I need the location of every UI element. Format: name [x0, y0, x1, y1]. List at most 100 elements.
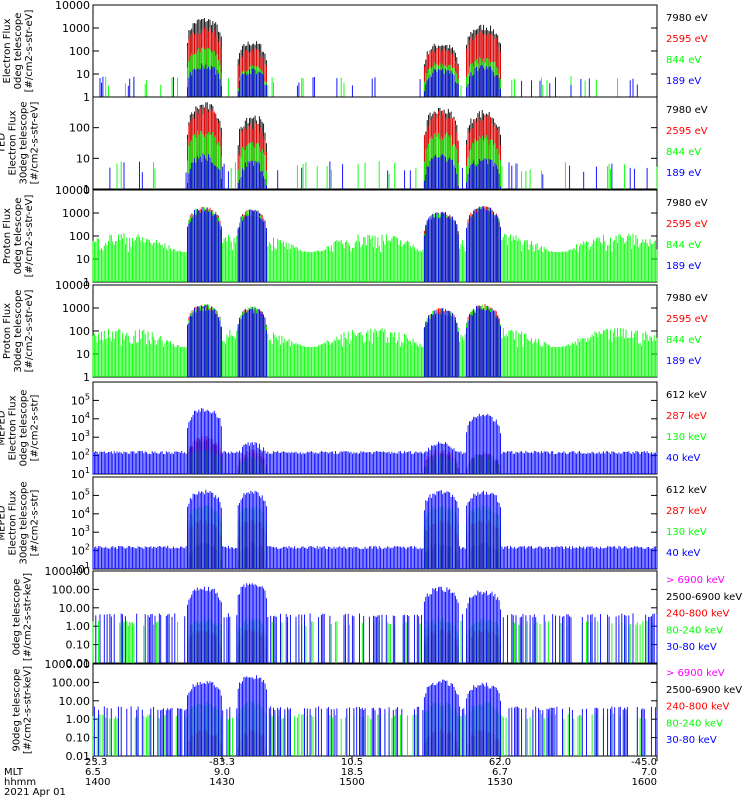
- data-trace: [95, 583, 658, 663]
- data-trace: [92, 408, 658, 474]
- legend-label: 130 keV: [666, 527, 707, 538]
- y-tick-label: 10000: [55, 0, 90, 12]
- legend-label: 2595 eV: [666, 219, 708, 230]
- legend-label: 7980 eV: [666, 293, 708, 304]
- y-tick-label: 10: [76, 68, 90, 81]
- series-5: [93, 675, 658, 756]
- x-tick-label: 1430: [209, 777, 234, 788]
- series-4: [187, 305, 501, 377]
- y-tick-label: 103: [71, 429, 90, 444]
- plot-frame: [92, 96, 658, 190]
- legend-label: 844 eV: [666, 240, 701, 251]
- data-trace: [92, 207, 658, 282]
- y-tick-label: 100: [69, 122, 90, 135]
- legend-label: 2500-6900 keV: [666, 685, 742, 696]
- x-row-label: hhmm: [4, 777, 36, 788]
- y-tick-label: 1: [83, 276, 90, 289]
- y-tick-label: 0.01: [66, 657, 91, 670]
- data-trace: [109, 153, 648, 189]
- legend-label: 30-80 keV: [666, 642, 717, 653]
- panel-8: 0.01 0.10 1.00 10.00 100.00 1000.00 90deg tele…: [12, 658, 743, 763]
- legend-label: 7980 eV: [666, 105, 708, 116]
- legend-label: 7980 eV: [666, 13, 708, 24]
- panel-3: 1 10 100 1000 10000 Proton Flux0deg telescope…: [2, 184, 708, 289]
- data-trace: [92, 617, 654, 663]
- x-tick-label: 1530: [487, 777, 512, 788]
- series-3: [116, 130, 658, 189]
- legend-label: 7980 eV: [666, 198, 708, 209]
- panel-7: 0.01 0.10 1.00 10.00 100.00 1000.00 0deg teles…: [12, 565, 743, 670]
- y-axis-label: 90deg telescope[#/cm2-s-str-keV]: [12, 666, 34, 754]
- y-tick-label: 100.00: [52, 676, 91, 689]
- y-tick-label: 100: [69, 230, 90, 243]
- x-tick-label: -83.3: [209, 757, 235, 768]
- legend-label: 2500-6900 keV: [666, 592, 742, 603]
- x-tick-label: 1500: [339, 777, 364, 788]
- x-tick-label: 10.5: [341, 757, 363, 768]
- y-axis-label: MEPEDElectron Flux30deg telescope[#/cm2-…: [0, 481, 41, 564]
- legend-label: 2595 eV: [666, 34, 708, 45]
- y-tick-label: 101: [71, 466, 90, 481]
- y-tick-label: 100: [69, 45, 90, 58]
- x-tick-label: -45.0: [631, 757, 657, 768]
- legend-label: 240-800 keV: [666, 702, 730, 713]
- y-tick-label: 0.01: [66, 750, 91, 763]
- x-tick-label: 6.7: [492, 767, 508, 778]
- legend-label: 189 eV: [666, 76, 701, 87]
- data-trace: [99, 63, 638, 97]
- y-tick-label: 105: [71, 392, 90, 407]
- legend-label: 287 keV: [666, 411, 707, 422]
- panel-2: 1 10 100 TEDElectron Flux30deg telescope[#/…: [0, 96, 708, 196]
- y-tick-label: 1: [83, 91, 90, 104]
- legend-label: 40 keV: [666, 548, 700, 559]
- series-3: [105, 47, 618, 97]
- y-tick-label: 10.00: [59, 695, 91, 708]
- legend-label: 612 keV: [666, 485, 707, 496]
- y-tick-label: 1000: [62, 302, 90, 315]
- data-trace: [105, 47, 618, 97]
- legend-label: 189 eV: [666, 356, 701, 367]
- y-tick-label: 102: [71, 543, 90, 558]
- legend-label: 80-240 keV: [666, 625, 723, 636]
- panel-5: 101 102 103 104 105 MEPEDElectron Flux0deg te…: [0, 381, 707, 481]
- y-axis-label: Electron Flux0deg telescope[#/cm2-s-str-…: [2, 10, 35, 93]
- legend-label: 130 keV: [666, 432, 707, 443]
- x-tick-label: 1600: [632, 777, 657, 788]
- legend-label: 40 keV: [666, 453, 700, 464]
- data-trace: [187, 305, 501, 377]
- series-3: [92, 304, 658, 377]
- y-axis-label: 0deg telescope[#/cm2-s-str-keV]: [12, 573, 34, 661]
- y-axis-label: TEDElectron Flux30deg telescope[#/cm2-s-…: [0, 101, 41, 184]
- x-tick-label: 9.0: [214, 767, 230, 778]
- legend-label: 612 keV: [666, 390, 707, 401]
- y-tick-label: 105: [71, 487, 90, 502]
- y-tick-label: 10: [76, 348, 90, 361]
- y-tick-label: 1.00: [66, 713, 91, 726]
- y-tick-label: 1: [83, 371, 90, 384]
- x-tick-label: 1400: [85, 777, 110, 788]
- x-tick-label: 6.5: [85, 767, 101, 778]
- y-tick-label: 104: [71, 506, 90, 521]
- x-row-label: 2021 Apr 01: [4, 787, 66, 798]
- series-4: [109, 153, 648, 189]
- data-trace: [93, 675, 658, 756]
- x-tick-label: 23.3: [85, 757, 107, 768]
- legend-label: 287 keV: [666, 506, 707, 517]
- x-tick-label: 7.0: [641, 767, 657, 778]
- y-axis-label: MEPEDElectron Flux0deg telescope[#/cm2-s…: [0, 390, 41, 467]
- y-tick-label: 103: [71, 524, 90, 539]
- y-tick-label: 100.00: [52, 583, 91, 596]
- y-tick-label: 0.10: [66, 639, 91, 652]
- y-tick-label: 1: [83, 183, 90, 196]
- legend-label: > 6900 keV: [666, 575, 725, 586]
- legend-label: 2595 eV: [666, 314, 708, 325]
- y-tick-label: 1000.00: [45, 565, 91, 578]
- y-tick-label: 10000: [55, 279, 90, 292]
- legend-label: 189 eV: [666, 168, 701, 179]
- legend-label: 240-800 keV: [666, 609, 730, 620]
- panel-4: 1 10 100 1000 10000 Proton Flux30deg telescop…: [2, 279, 708, 384]
- y-tick-label: 104: [71, 411, 90, 426]
- legend-label: 189 eV: [666, 261, 701, 272]
- series-5: [95, 583, 658, 663]
